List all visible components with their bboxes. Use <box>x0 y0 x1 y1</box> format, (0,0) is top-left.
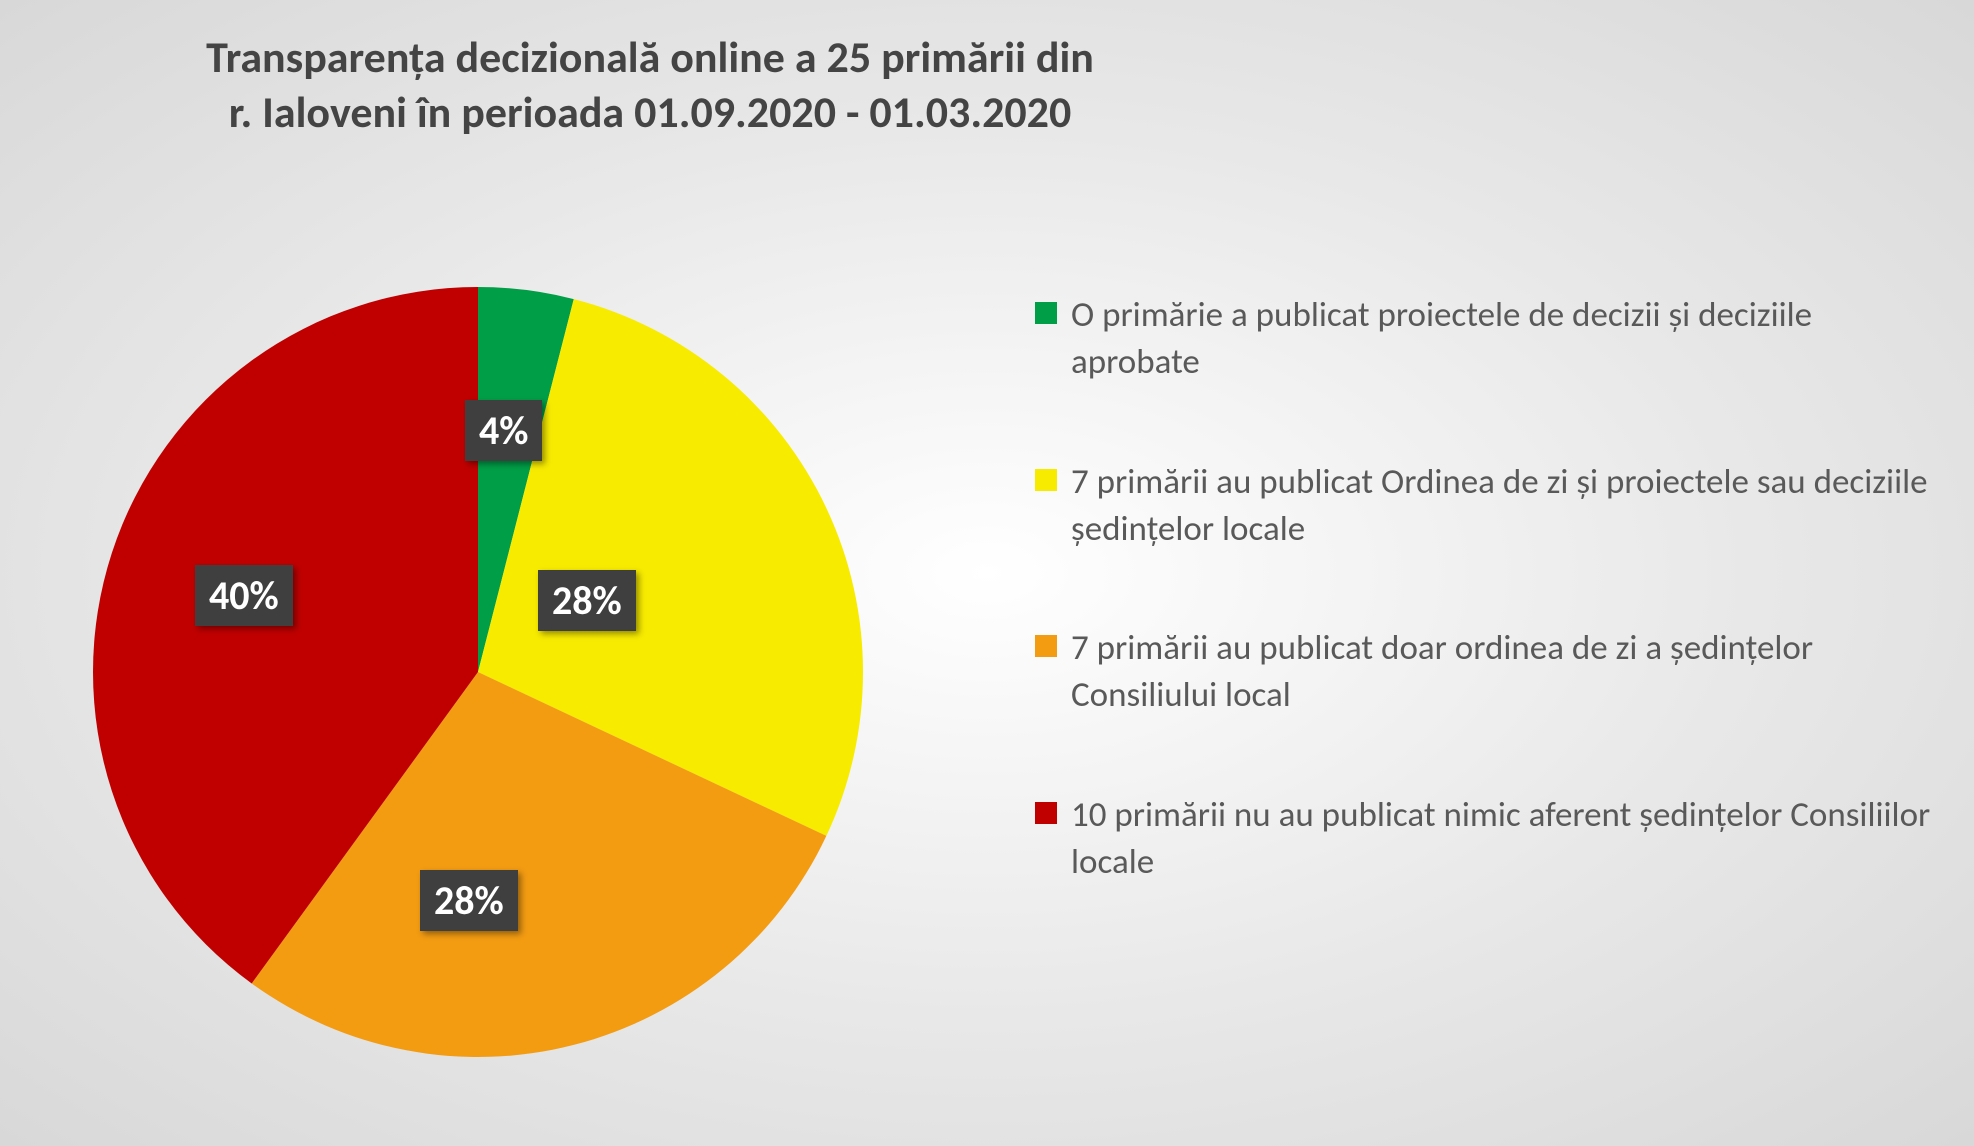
data-label-red: 40% <box>195 565 293 626</box>
legend-swatch-3 <box>1035 802 1057 824</box>
legend-text-3: 10 primării nu au publicat nimic aferent… <box>1071 792 1935 887</box>
data-label-yellow: 28% <box>538 570 636 631</box>
legend-item-0: O primărie a publicat proiectele de deci… <box>1035 292 1935 387</box>
legend: O primărie a publicat proiectele de deci… <box>1035 292 1935 958</box>
legend-swatch-1 <box>1035 469 1057 491</box>
legend-item-3: 10 primării nu au publicat nimic aferent… <box>1035 792 1935 887</box>
legend-text-0: O primărie a publicat proiectele de deci… <box>1071 292 1935 387</box>
pie-chart-svg <box>83 277 873 1067</box>
legend-text-1: 7 primării au publicat Ordinea de zi și … <box>1071 459 1935 554</box>
pie-chart <box>83 277 873 1067</box>
legend-item-1: 7 primării au publicat Ordinea de zi și … <box>1035 459 1935 554</box>
legend-text-2: 7 primării au publicat doar ordinea de z… <box>1071 625 1935 720</box>
legend-item-2: 7 primării au publicat doar ordinea de z… <box>1035 625 1935 720</box>
legend-swatch-2 <box>1035 635 1057 657</box>
chart-title: Transparența decizională online a 25 pri… <box>0 30 1300 140</box>
data-label-green: 4% <box>465 400 542 461</box>
legend-swatch-0 <box>1035 302 1057 324</box>
data-label-orange: 28% <box>420 870 518 931</box>
